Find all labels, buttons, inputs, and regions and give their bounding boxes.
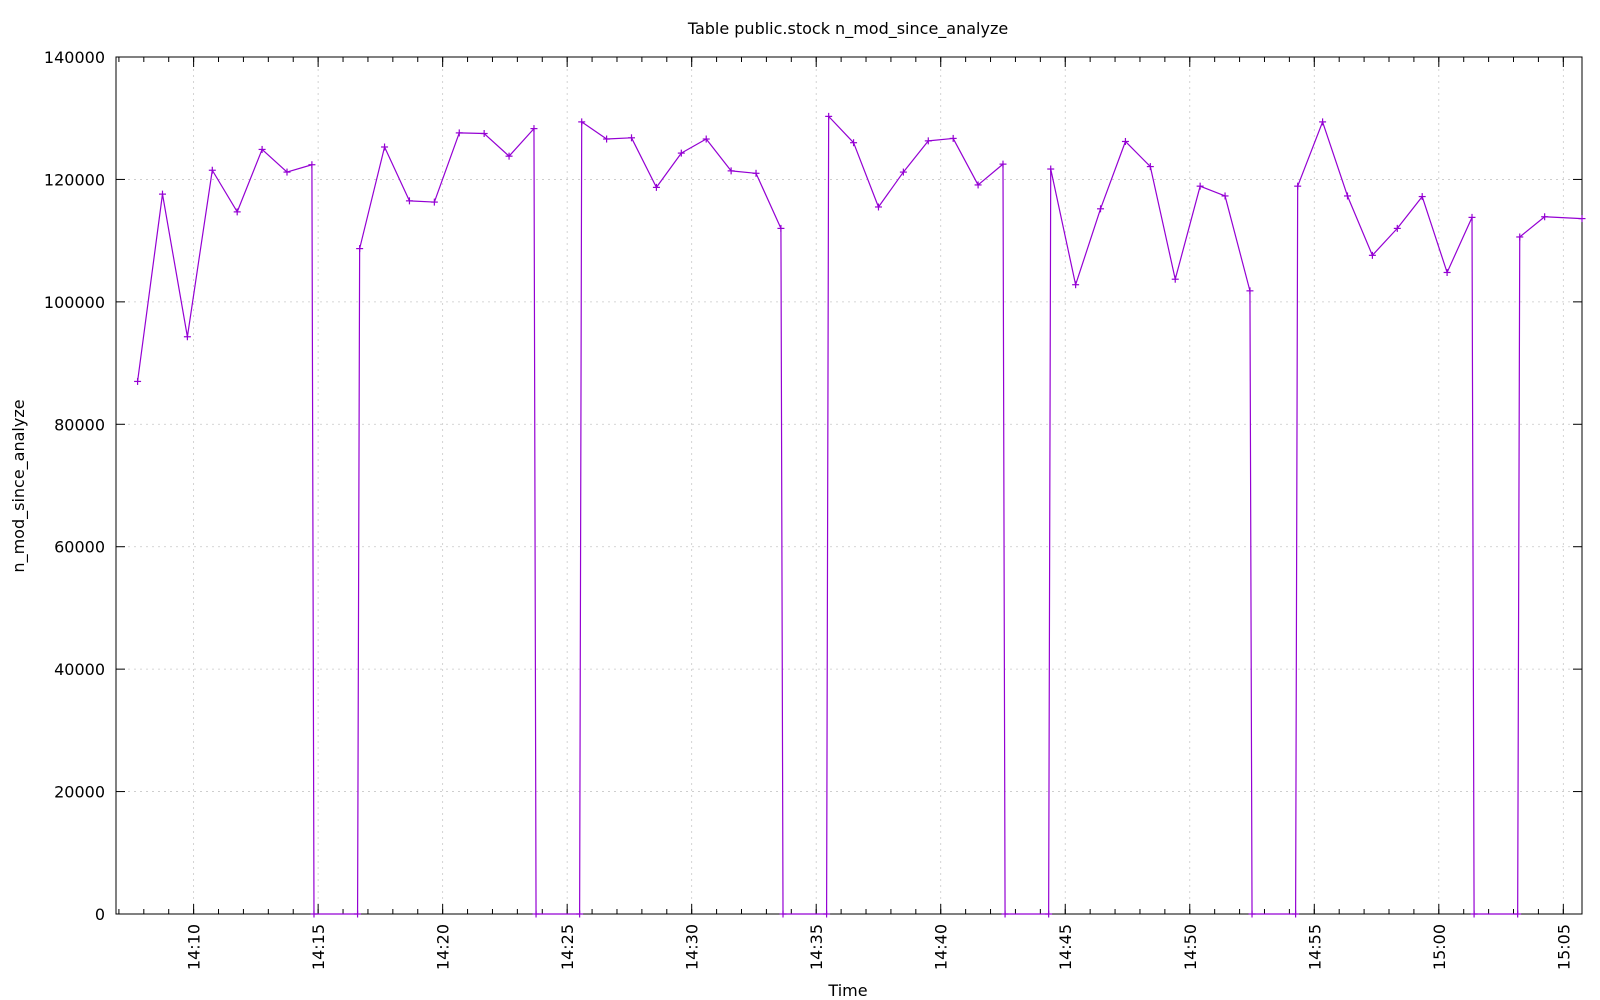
data-point — [283, 168, 291, 176]
data-point — [576, 910, 584, 918]
plot-frame — [115, 56, 1583, 915]
data-point — [134, 377, 142, 385]
data-point — [183, 333, 191, 341]
data-point — [1097, 205, 1105, 213]
y-tick-label: 80000 — [54, 415, 105, 434]
data-point — [233, 208, 241, 216]
data-point — [677, 149, 685, 157]
x-tick-label: 14:10 — [185, 924, 204, 970]
data-point — [1343, 192, 1351, 200]
data-point — [480, 130, 488, 138]
x-tick-label: 14:30 — [683, 924, 702, 970]
data-point — [405, 197, 413, 205]
y-tick-label: 20000 — [54, 783, 105, 802]
x-tick-label: 14:20 — [434, 924, 453, 970]
data-point — [727, 167, 735, 175]
data-point — [652, 183, 660, 191]
data-point — [381, 143, 389, 151]
x-tick-label: 14:50 — [1181, 924, 1200, 970]
x-tick-label: 14:55 — [1305, 924, 1324, 970]
data-point — [532, 910, 540, 918]
data-point — [1516, 233, 1524, 241]
y-tick-label: 40000 — [54, 660, 105, 679]
x-axis-title: Time — [827, 981, 867, 1000]
data-point — [1171, 275, 1179, 283]
data-point — [924, 137, 932, 145]
data-point — [430, 198, 438, 206]
data-point — [1578, 215, 1586, 223]
data-point — [1292, 910, 1300, 918]
data-point — [1047, 165, 1055, 173]
tick-labels: 0 20000 40000 60000 80000 100000 120000 140000 1… — [44, 48, 1573, 970]
data-point — [999, 160, 1007, 168]
data-point — [850, 139, 858, 147]
data-point — [1146, 163, 1154, 171]
data-point — [974, 181, 982, 189]
x-tick-label: 14:15 — [309, 924, 328, 970]
data-point — [899, 168, 907, 176]
data-point — [1121, 137, 1129, 145]
series — [134, 112, 1586, 918]
data-point — [702, 135, 710, 143]
series-line — [136, 115, 1583, 915]
data-point — [310, 910, 318, 918]
y-tick-label: 100000 — [44, 293, 105, 312]
data-point — [455, 129, 463, 137]
data-point — [354, 910, 362, 918]
axis-ticks — [116, 56, 1582, 915]
data-point — [603, 135, 611, 143]
data-point — [158, 190, 166, 198]
data-point — [1001, 910, 1009, 918]
data-point — [1514, 910, 1522, 918]
data-point — [1248, 910, 1256, 918]
data-point — [1196, 182, 1204, 190]
data-point — [1319, 118, 1327, 126]
data-point — [825, 112, 833, 120]
data-point — [356, 245, 364, 253]
chart-title: Table public.stock n_mod_since_analyze — [687, 19, 1008, 39]
data-point — [777, 224, 785, 232]
data-point — [1541, 213, 1549, 221]
data-point — [752, 169, 760, 177]
x-tick-label: 15:00 — [1430, 924, 1449, 970]
data-point — [628, 134, 636, 142]
x-tick-label: 14:35 — [807, 924, 826, 970]
x-tick-label: 14:45 — [1056, 924, 1075, 970]
data-point — [1418, 193, 1426, 201]
data-point — [1221, 192, 1229, 200]
data-point — [1443, 268, 1451, 276]
data-point — [823, 910, 831, 918]
x-tick-label: 15:05 — [1554, 924, 1573, 970]
data-point — [1246, 287, 1254, 295]
data-point — [1368, 251, 1376, 259]
data-point — [505, 152, 513, 160]
y-tick-label: 120000 — [44, 170, 105, 189]
data-point — [530, 125, 538, 133]
data-point — [949, 134, 957, 142]
grid — [116, 57, 1582, 914]
y-tick-label: 60000 — [54, 538, 105, 557]
data-point — [1470, 910, 1478, 918]
data-point — [874, 203, 882, 211]
y-tick-label: 140000 — [44, 48, 105, 67]
y-axis-title: n_mod_since_analyze — [9, 399, 29, 572]
data-point — [578, 118, 586, 126]
data-point — [258, 145, 266, 153]
data-point — [1072, 281, 1080, 289]
data-point — [1045, 910, 1053, 918]
data-point — [208, 166, 216, 174]
data-point — [308, 161, 316, 169]
data-point — [779, 910, 787, 918]
y-tick-label: 0 — [95, 905, 105, 924]
data-point — [1294, 182, 1302, 190]
data-point — [1468, 213, 1476, 221]
data-point — [1393, 224, 1401, 232]
x-tick-label: 14:25 — [558, 924, 577, 970]
x-tick-label: 14:40 — [932, 924, 951, 970]
